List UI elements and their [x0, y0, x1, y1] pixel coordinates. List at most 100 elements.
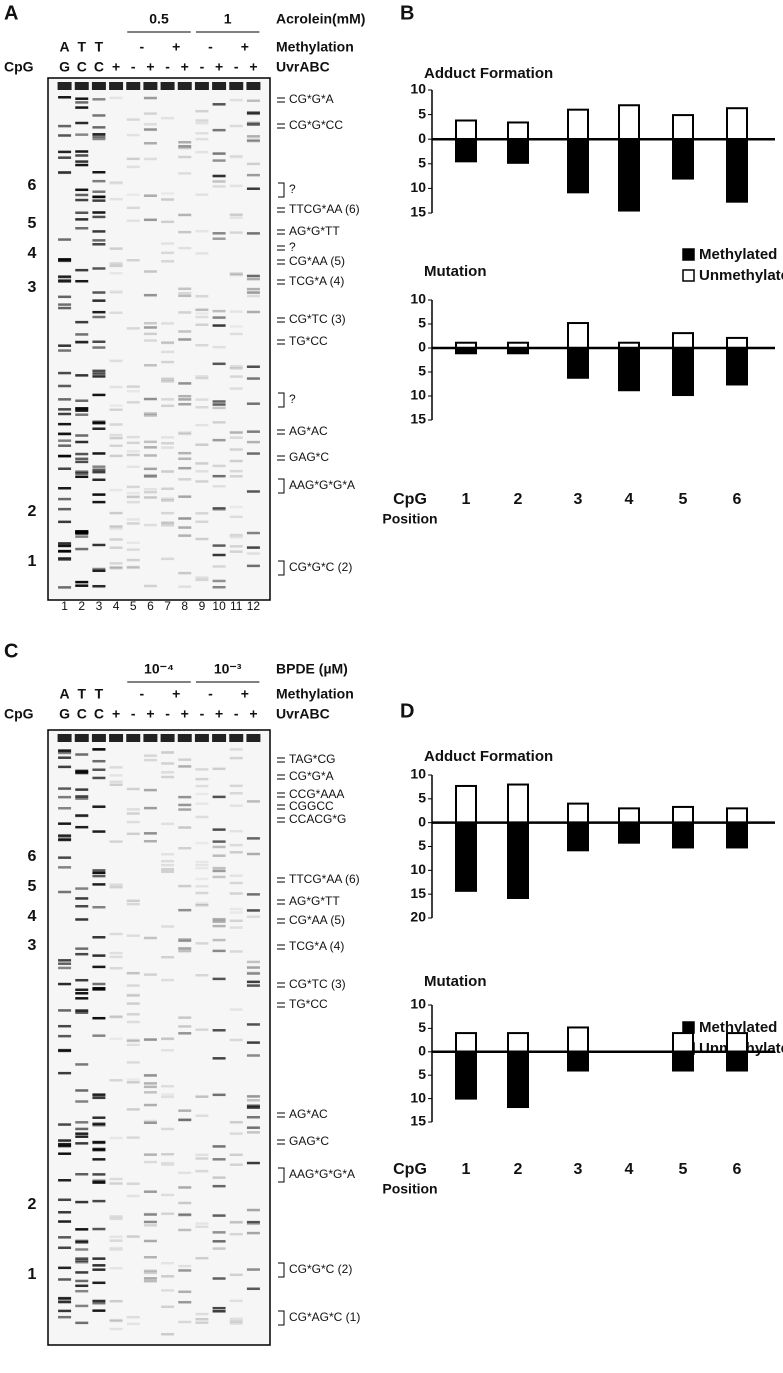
- gel-band: [75, 952, 89, 956]
- gel-band: [58, 806, 72, 810]
- gel-band: [58, 408, 72, 411]
- gel: [47, 729, 271, 1346]
- gel-band: [161, 521, 175, 524]
- sequencing-lane: C: [77, 706, 87, 722]
- gel-band: [212, 1184, 226, 1188]
- y-tick-label: 15: [410, 411, 426, 427]
- gel-band: [126, 500, 140, 504]
- gel-band: [92, 369, 106, 373]
- gel-band: [92, 905, 106, 909]
- gel-band: [92, 954, 106, 957]
- cpg-number: 1: [28, 553, 37, 570]
- gel-band: [212, 840, 226, 843]
- y-tick-label: 0: [418, 813, 426, 829]
- gel-band: [75, 1239, 89, 1243]
- gel-band: [212, 316, 226, 319]
- gel-band: [246, 277, 260, 281]
- gel-band: [126, 518, 140, 521]
- gel-band: [92, 98, 106, 101]
- x-axis-label: CpG: [393, 491, 427, 508]
- gel-band: [143, 473, 157, 477]
- gel-band: [75, 535, 89, 538]
- gel-band: [58, 371, 72, 375]
- gel-band: [75, 320, 89, 324]
- gel-band: [178, 1290, 192, 1294]
- sequencing-lane: A: [60, 686, 70, 702]
- bar: [507, 1032, 529, 1053]
- gel-band: [161, 1193, 175, 1197]
- gel-band: [229, 533, 243, 537]
- gel-band: [109, 955, 123, 959]
- lane-number: 3: [96, 599, 103, 613]
- gel-band: [75, 814, 89, 817]
- gel-band: [161, 859, 175, 863]
- gel-band: [143, 123, 157, 126]
- bar: [726, 807, 748, 824]
- gel-band: [178, 172, 192, 175]
- gel-band: [246, 1106, 260, 1109]
- gel-band: [143, 293, 157, 297]
- bar: [618, 821, 640, 844]
- band-annotation: CCACG*G: [289, 812, 346, 826]
- gel-band: [229, 1220, 243, 1224]
- gel-band: [246, 139, 260, 143]
- band-annotation: TG*CC: [289, 334, 328, 348]
- gel-band: [229, 98, 243, 102]
- gel-band: [75, 227, 89, 230]
- gel-band: [143, 332, 157, 336]
- lane-number: 9: [199, 599, 206, 613]
- gel-band: [161, 251, 175, 255]
- band-annotation: CG*G*CC: [289, 118, 343, 132]
- legend-swatch: [682, 1021, 695, 1034]
- gel-band: [178, 382, 192, 385]
- gel-band: [195, 132, 209, 135]
- gel-band: [161, 198, 175, 202]
- gel-band: [212, 464, 226, 468]
- gel-band: [246, 402, 260, 405]
- gel-band: [195, 1153, 209, 1157]
- x-tick-label: 1: [462, 1161, 471, 1178]
- gel-band: [92, 500, 106, 504]
- lane-number: 11: [230, 599, 243, 613]
- gel-band: [229, 1232, 243, 1236]
- gel-band: [143, 1082, 157, 1085]
- gel-band: [75, 1284, 89, 1288]
- gel-well-band: [143, 82, 158, 90]
- gel-band: [195, 1157, 209, 1160]
- gel-band: [246, 966, 260, 969]
- gel-band: [195, 792, 209, 796]
- band-annotation: CG*TC (3): [289, 312, 346, 326]
- gel-band: [126, 820, 140, 824]
- gel-band: [195, 512, 209, 515]
- gel-band: [109, 774, 123, 777]
- lane-number: 12: [247, 599, 261, 613]
- bar: [567, 322, 589, 350]
- gel-band: [195, 423, 209, 427]
- gel-band: [178, 402, 192, 406]
- gel-well-band: [109, 82, 124, 90]
- bar: [507, 783, 529, 824]
- gel-band: [126, 541, 140, 545]
- gel-band: [195, 904, 209, 907]
- y-tick-label: 5: [418, 790, 426, 806]
- gel-band: [246, 111, 260, 114]
- gel-band: [58, 96, 72, 99]
- gel-band: [178, 338, 192, 341]
- gel-band: [58, 1071, 72, 1075]
- gel-band: [58, 150, 72, 154]
- y-tick-label: 10: [410, 81, 426, 97]
- gel-band: [58, 1296, 72, 1300]
- gel-band: [75, 1289, 89, 1293]
- gel-band: [229, 124, 243, 128]
- bar: [726, 336, 748, 350]
- gel-band: [58, 838, 72, 842]
- gel-band: [161, 1093, 175, 1096]
- gel-band: [109, 408, 123, 412]
- gel-band: [195, 863, 209, 867]
- bracket: [278, 1310, 285, 1326]
- gel-band: [178, 431, 192, 434]
- gel-band: [246, 1208, 260, 1212]
- gel-band: [143, 1277, 157, 1280]
- gel-band: [195, 480, 209, 483]
- gel-band: [161, 762, 175, 765]
